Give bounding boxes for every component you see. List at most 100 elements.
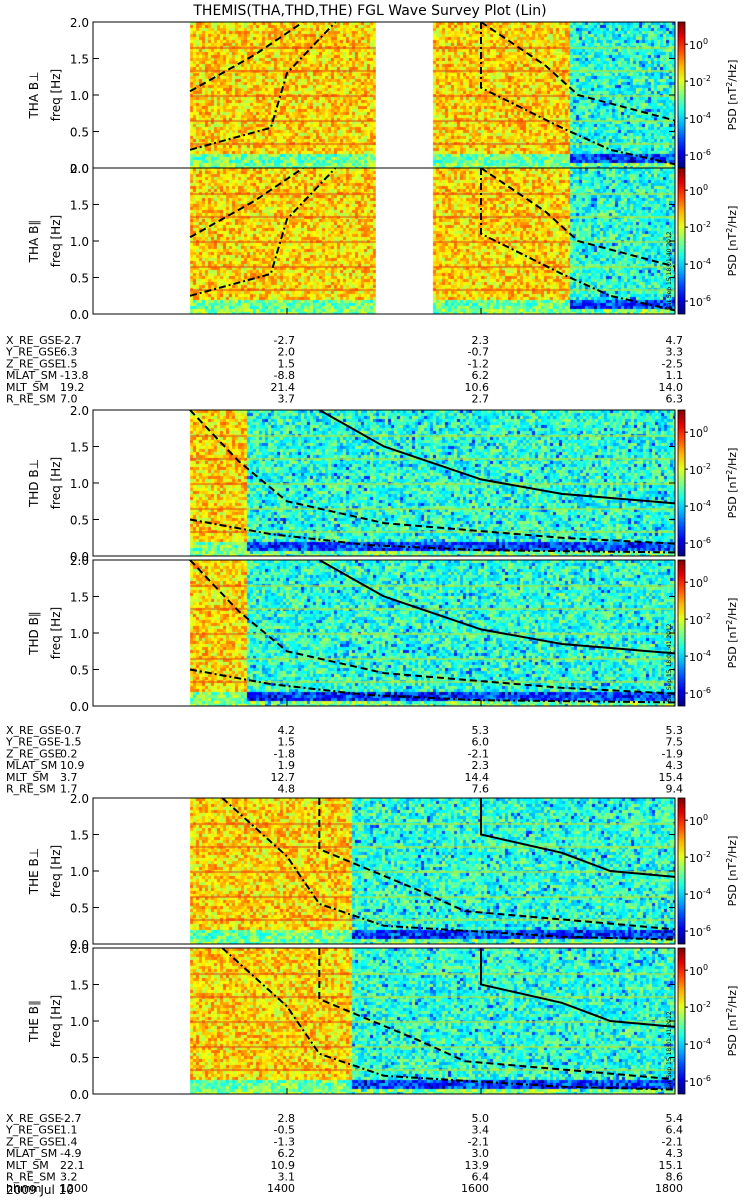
ephemeris-value: 14.0 [659,381,684,394]
ephemeris-value: 5.3 [666,724,684,737]
ephemeris-value: 4.3 [666,1147,684,1160]
ephemeris-value: 12.7 [271,771,296,784]
ephemeris-value: 2.3 [472,759,490,772]
y-tick-label: 0.5 [70,1052,89,1066]
ephemeris-label: Z_RE_GSE [6,357,62,370]
ephemeris-value: -0.7 [60,724,81,737]
ephemeris-label: MLAT_SM [6,759,57,772]
colorbar-tick-label: 10-4 [689,499,711,514]
ephemeris-value: 1400 [267,1182,295,1195]
ephemeris-label: MLT_SM [6,771,49,784]
model-curve-solid [318,560,675,655]
model-curve-dashdot [480,22,675,166]
y-tick-label: 0.0 [70,550,89,564]
ephemeris-value: -4.9 [60,1147,81,1160]
ephemeris-value: -2.7 [60,1112,81,1125]
ephemeris-value: 0.2 [60,747,78,760]
panel-ylabel: THD B⊥ [27,459,41,508]
data-gap [93,798,190,944]
model-curve-solid [480,798,675,885]
colorbar-gradient [677,167,686,315]
ephemeris-value: -1.3 [274,1135,295,1148]
y-tick-label: 1.5 [70,979,89,993]
ephemeris-value: 2.0 [278,346,296,359]
panel-ylabel-freq: freq [Hz] [49,995,63,1047]
y-tick-label: 1.0 [70,477,89,491]
y-tick-label: 1.5 [70,199,89,213]
ephemeris-value: 6.2 [472,369,490,382]
data-gap [93,948,190,1094]
spectrogram-panel: 0.0 0.5 1.0 1.5 2.0 THE B∥ freq [Hz] 100 10-2 10-… [27,942,739,1102]
ephemeris-value: 1.5 [278,357,296,370]
ephemeris-value: 2.8 [278,1112,296,1125]
ephemeris-value: 14.4 [465,771,490,784]
y-tick-label: 1.5 [70,829,89,843]
ephemeris-block: X_RE_GSE-0.7 4.2 5.3 5.3 Y_RE_GSE -1.5 1.5 6.0 7… [5,724,683,796]
ephemeris-value: -2.1 [662,1135,683,1148]
colorbar: 100 10-2 10-4 10-6 PSD [nT2/Hz] [677,21,739,169]
ephemeris-value: 6.0 [472,736,490,749]
ephemeris-value: 1.1 [60,1124,78,1137]
colorbar: 100 10-2 10-4 10-6 PSD [nT2/Hz] [677,167,739,315]
y-tick-label: 0.5 [70,902,89,916]
panel-ylabel: THE B⊥ [27,848,41,895]
data-gap [93,560,190,706]
ephemeris-value: 8.6 [666,1171,684,1184]
plot-timestamp: Sat Sep 15 18:01:41 2012 [666,623,673,702]
ephemeris-value: 3.2 [60,1171,78,1184]
ephemeris-label: Y_RE_GSE [5,346,61,359]
ephemeris-value: -1.9 [662,747,683,760]
ephemeris-value: 1800 [655,1182,683,1195]
ephemeris-value: -0.5 [274,1124,295,1137]
model-curve-dashed [189,22,304,93]
model-curve-dashed [189,168,304,239]
panel-ylabel-freq: freq [Hz] [49,845,63,897]
ephemeris-value: 5.3 [472,724,490,737]
y-tick-label: 1.5 [70,591,89,605]
ephemeris-label: X_RE_GSE [6,1112,62,1125]
ephemeris-value: 21.4 [271,381,296,394]
ephemeris-label: MLAT_SM [6,1147,57,1160]
y-tick-label: 1.0 [70,1015,89,1029]
ephemeris-label: R_RE_SM [6,1171,56,1184]
colorbar-tick-label: 10-2 [689,74,711,89]
ephemeris-value: 6.3 [666,393,684,406]
colorbar-tick-label: 100 [689,183,708,198]
spectrogram-panel: 0.0 0.5 1.0 1.5 2.0 THA B⊥ freq [Hz] 100 10-2 10-… [27,16,739,176]
y-tick-label: 0.5 [70,514,89,528]
ephemeris-value: 9.4 [666,783,684,796]
ephemeris-value: 3.1 [278,1171,296,1184]
y-tick-label: 0.5 [70,272,89,286]
ephemeris-value: -2.5 [662,357,683,370]
y-tick-label: 2.0 [70,162,89,176]
colorbar-tick-label: 100 [689,813,708,828]
ephemeris-label: Y_RE_GSE [5,736,61,749]
ephemeris-value: -13.8 [60,369,88,382]
ephemeris-value: 4.3 [666,759,684,772]
ephemeris-value: 1.5 [278,736,296,749]
ephemeris-label: hhmm [6,1182,41,1195]
colorbar-label: PSD [nT2/Hz] [725,836,739,907]
ephemeris-value: 1.5 [60,357,78,370]
ephemeris-value: 1600 [461,1182,489,1195]
colorbar-tick-label: 10-6 [689,1074,711,1089]
model-curve-dashed [480,22,675,132]
ephemeris-value: 6.4 [666,1124,684,1137]
ephemeris-value: 7.5 [666,736,684,749]
panel-ylabel-freq: freq [Hz] [49,457,63,509]
y-tick-label: 2.0 [70,16,89,30]
panel-ylabel-freq: freq [Hz] [49,69,63,121]
ephemeris-value: 1.7 [60,783,78,796]
model-curve-solid [480,948,675,1035]
colorbar-tick-label: 10-2 [689,462,711,477]
colorbar-label: PSD [nT2/Hz] [725,986,739,1057]
ephemeris-label: MLT_SM [6,381,49,394]
model-curve-dashed [318,798,675,931]
ephemeris-value: 19.2 [60,381,85,394]
colorbar: 100 10-2 10-4 10-6 PSD [nT2/Hz] [677,797,739,945]
colorbar-tick-label: 10-2 [689,220,711,235]
panel-ylabel-freq: freq [Hz] [49,215,63,267]
ephemeris-value: 3.7 [278,393,296,406]
